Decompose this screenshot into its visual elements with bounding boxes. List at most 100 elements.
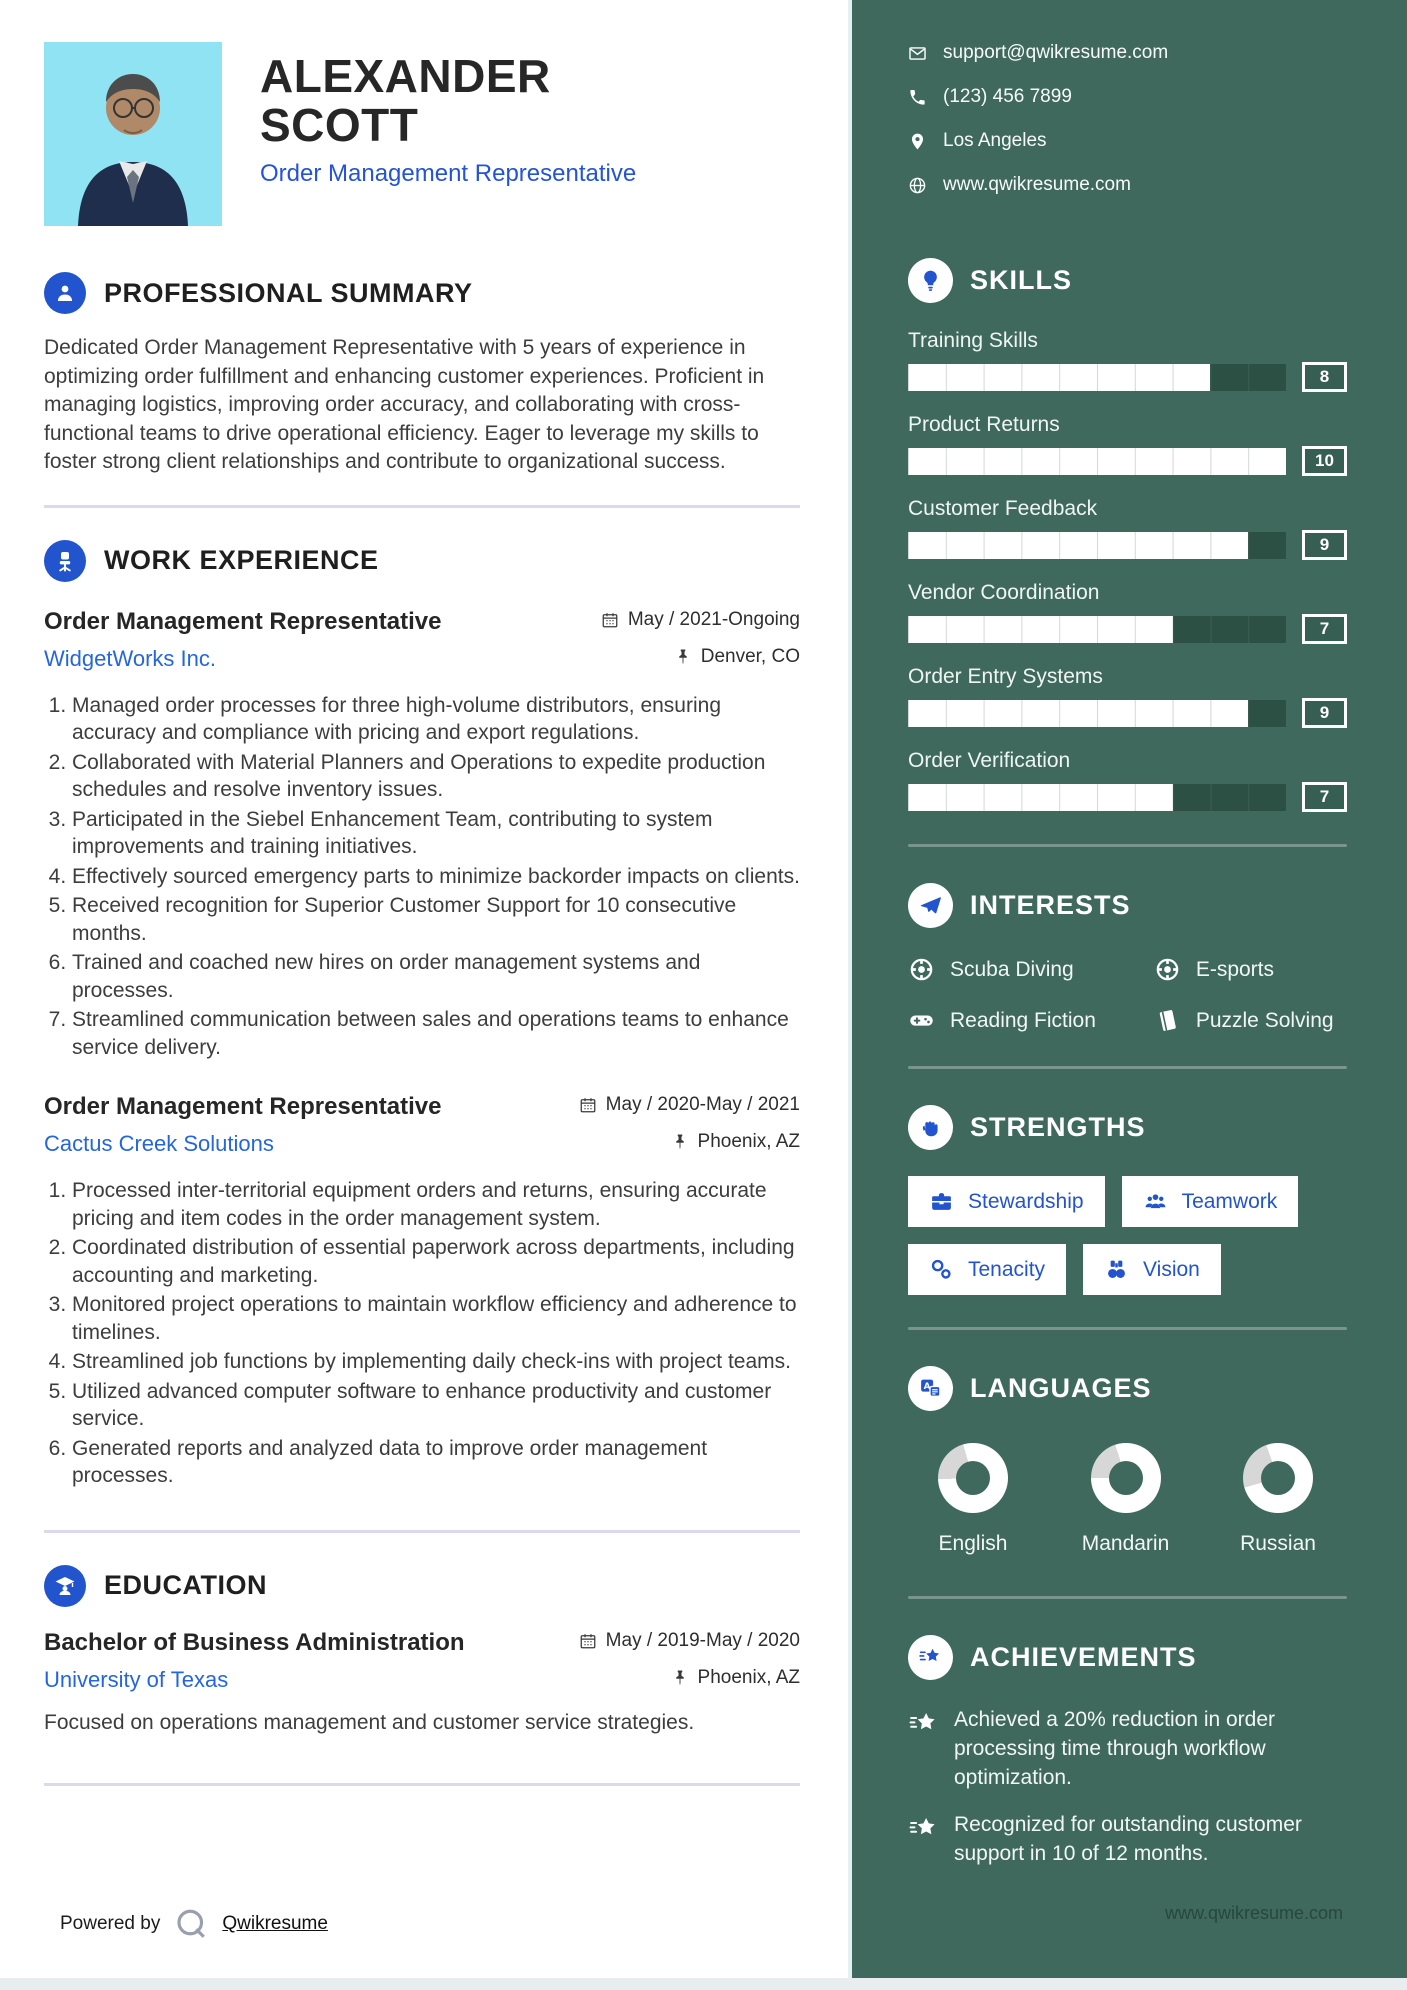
star-icon: [909, 1713, 935, 1730]
language-donut-chart: [1243, 1443, 1313, 1513]
language-name: Mandarin: [1081, 1532, 1170, 1555]
translate-icon: A: [908, 1366, 953, 1411]
phone-icon: [910, 89, 925, 105]
experience-header: WORK EXPERIENCE: [44, 539, 800, 582]
bullet-item: Processed inter-territorial equipment or…: [72, 1177, 800, 1232]
team-icon: [1145, 1194, 1165, 1209]
binoculars-icon: [1108, 1260, 1125, 1278]
contact-section: support@qwikresume.com (123) 456 7899 Lo…: [908, 42, 1347, 196]
footer: Powered by Qwikresume: [60, 1906, 328, 1942]
strength-badge: Vision: [1083, 1244, 1221, 1295]
page-bottom-edge: [0, 1978, 1407, 1990]
skills-header: SKILLS: [908, 258, 1347, 303]
calendar-icon: [580, 1633, 596, 1649]
job-title-2: Order Management Representative: [44, 1093, 442, 1121]
skill-item: Vendor Coordination 7: [908, 581, 1347, 644]
degree: Bachelor of Business Administration: [44, 1628, 465, 1656]
skill-bar: [908, 447, 1286, 475]
pushpin-icon: [678, 649, 687, 664]
job-date-1: May / 2021-Ongoing: [601, 609, 800, 631]
contact-email: support@qwikresume.com: [908, 42, 1347, 64]
powered-by-label: Powered by: [60, 1913, 161, 1934]
education-section: EDUCATION Bachelor of Business Administr…: [44, 1564, 800, 1735]
divider: [44, 1529, 800, 1533]
skill-name: Customer Feedback: [908, 497, 1098, 520]
strengths-section: STRENGTHS Stewardship Teamwork: [908, 1105, 1347, 1295]
calendar-icon: [580, 1098, 596, 1113]
divider: [44, 504, 800, 508]
strengths-heading: STRENGTHS: [970, 1112, 1146, 1142]
first-name: ALEXANDER: [260, 50, 551, 102]
skill-name: Order Entry Systems: [908, 665, 1103, 688]
language-item: Russian: [1215, 1443, 1341, 1556]
strength-badge: Tenacity: [908, 1244, 1067, 1295]
interest-item: E-sports: [1154, 956, 1347, 983]
skill-item: Training Skills 8: [908, 329, 1347, 392]
pushpin-icon: [675, 1134, 684, 1150]
skill-score-badge: 10: [1302, 446, 1347, 476]
bullet-item: Generated reports and analyzed data to i…: [72, 1435, 800, 1490]
profile-photo: [44, 42, 222, 226]
education-date: May / 2019-May / 2020: [579, 1630, 800, 1652]
strengths-badges: Stewardship Teamwork Tenacity: [908, 1176, 1308, 1295]
globe-icon: [909, 177, 926, 193]
skill-score-badge: 9: [1302, 530, 1347, 560]
name-block: ALEXANDER SCOTT Order Management Represe…: [260, 42, 636, 188]
bullet-item: Managed order processes for three high-v…: [72, 692, 800, 747]
email-icon: [909, 46, 926, 60]
bullet-item: Streamlined communication between sales …: [72, 1006, 800, 1061]
person-icon: [44, 272, 86, 314]
job-company-2[interactable]: Cactus Creek Solutions: [44, 1131, 274, 1157]
interests-section: INTERESTS Scuba Diving E-sports: [908, 883, 1347, 1034]
language-name: Russian: [1240, 1532, 1316, 1555]
bullet-item: Trained and coached new hires on order m…: [72, 949, 800, 1004]
job-title: Order Management Representative: [260, 159, 637, 187]
summary-heading: PROFESSIONAL SUMMARY: [104, 277, 473, 308]
interests-heading: INTERESTS: [970, 890, 1131, 920]
summary-section: PROFESSIONAL SUMMARY Dedicated Order Man…: [44, 272, 800, 477]
bullet-item: Streamlined job functions by implementin…: [72, 1348, 800, 1376]
skills-list: Training Skills 8 Product Returns: [908, 329, 1347, 812]
bullet-item: Received recognition for Superior Custom…: [72, 892, 800, 947]
website-footer-link[interactable]: www.qwikresume.com: [1164, 1903, 1343, 1923]
job-bullets-1: Managed order processes for three high-v…: [44, 692, 800, 1062]
skill-item: Customer Feedback 9: [908, 497, 1347, 560]
qwikresume-link[interactable]: Qwikresume: [222, 1913, 328, 1934]
language-item: Mandarin: [1063, 1443, 1189, 1556]
header: ALEXANDER SCOTT Order Management Represe…: [44, 42, 800, 226]
pushpin-icon: [675, 1670, 684, 1685]
sidebar-divider: [908, 1327, 1347, 1330]
book-icon: [1159, 1010, 1176, 1031]
bullet-item: Participated in the Siebel Enhancement T…: [72, 806, 800, 861]
skill-bar: [908, 531, 1286, 559]
fist-icon: [908, 1105, 953, 1150]
star-icon: [909, 1817, 935, 1835]
strengths-header: STRENGTHS: [908, 1105, 1347, 1150]
job-company-1[interactable]: WidgetWorks Inc.: [44, 645, 216, 671]
bullet-item: Coordinated distribution of essential pa…: [72, 1234, 800, 1289]
education-location: Phoenix, AZ: [671, 1667, 800, 1689]
lightbulb-icon: [908, 258, 953, 303]
main-column: ALEXANDER SCOTT Order Management Represe…: [0, 0, 852, 1990]
chain-link-icon: [931, 1259, 951, 1279]
svg-text:A: A: [924, 1382, 931, 1392]
strength-badge: Stewardship: [908, 1176, 1105, 1227]
interest-item: Scuba Diving: [908, 956, 1154, 983]
achievement-item: Recognized for outstanding customer supp…: [908, 1811, 1347, 1869]
languages-list: English Mandarin Russian: [908, 1437, 1347, 1556]
bullet-item: Collaborated with Material Planners and …: [72, 749, 800, 804]
sidebar-divider: [908, 1596, 1347, 1599]
interest-item: Puzzle Solving: [1154, 1007, 1347, 1034]
school[interactable]: University of Texas: [44, 1666, 229, 1692]
qwikresume-logo-icon: [177, 1909, 206, 1938]
job-entry: Order Management Representative May / 20…: [44, 608, 800, 1062]
job-location-1: Denver, CO: [674, 646, 800, 668]
skill-item: Order Entry Systems 9: [908, 665, 1347, 728]
skill-name: Vendor Coordination: [908, 581, 1100, 604]
education-heading: EDUCATION: [104, 1570, 267, 1601]
education-note: Focused on operations management and cus…: [44, 1710, 695, 1734]
contact-location: Los Angeles: [908, 130, 1347, 152]
divider: [44, 1782, 800, 1786]
briefcase-icon: [932, 1193, 951, 1210]
experience-heading: WORK EXPERIENCE: [104, 545, 379, 576]
